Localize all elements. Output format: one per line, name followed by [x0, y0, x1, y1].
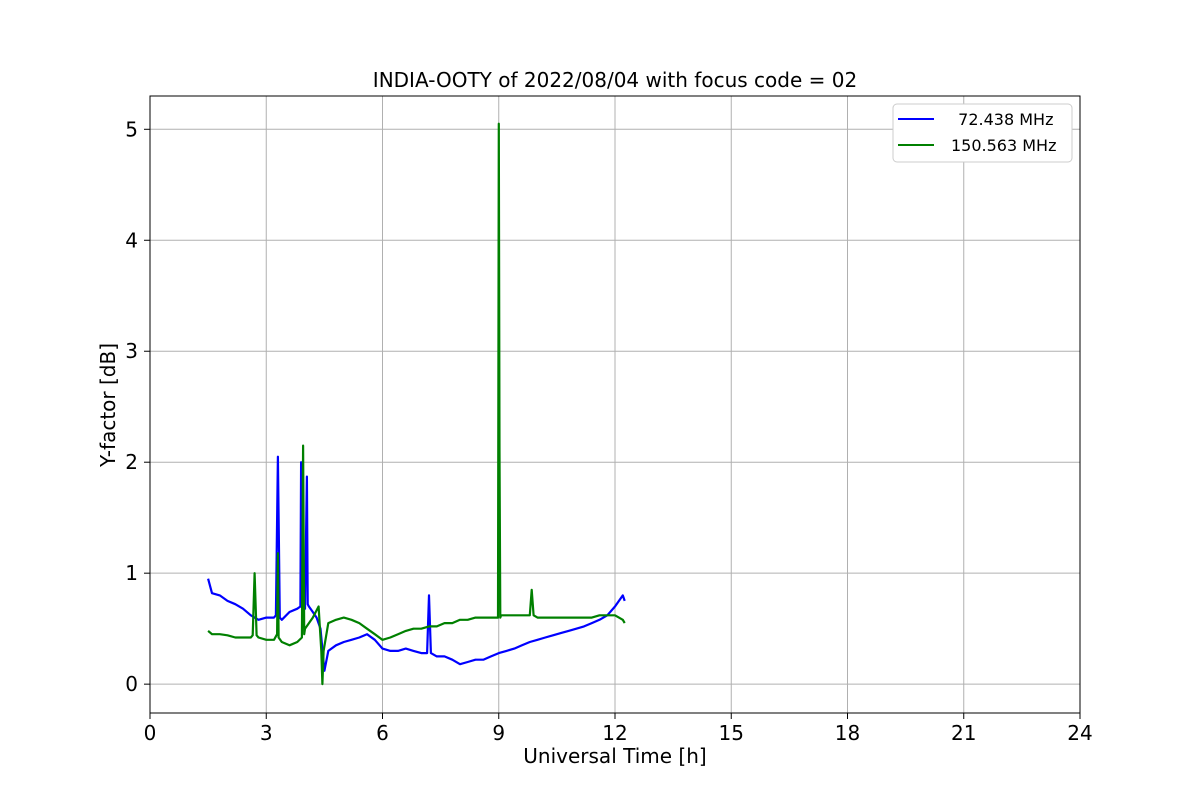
- x-tick-label: 0: [144, 721, 157, 745]
- y-axis-title: Y-factor [dB]: [96, 343, 120, 468]
- legend-box: [892, 103, 1073, 163]
- x-tick-label: 15: [719, 721, 744, 745]
- x-tick-label: 3: [260, 721, 273, 745]
- y-tick-label: 2: [125, 450, 138, 474]
- legend-label-72mhz: 72.438 MHz: [948, 110, 1053, 129]
- y-tick-label: 5: [125, 117, 138, 141]
- chart-title: INDIA-OOTY of 2022/08/04 with focus code…: [373, 68, 857, 92]
- x-tick-label: 18: [835, 721, 860, 745]
- x-tick-label: 12: [602, 721, 627, 745]
- y-tick-label: 3: [125, 339, 138, 363]
- x-tick-label: 24: [1067, 721, 1092, 745]
- y-tick-label: 4: [125, 228, 138, 252]
- y-tick-label: 1: [125, 561, 138, 585]
- legend-label-150mhz: 150.563 MHz: [951, 136, 1056, 155]
- x-tick-label: 9: [492, 721, 505, 745]
- series-layer: [207, 122, 626, 686]
- series-line-150mhz: [207, 122, 626, 686]
- x-axis-title: Universal Time [h]: [523, 744, 706, 768]
- series-line-72mhz: [207, 455, 626, 672]
- x-tick-label: 6: [376, 721, 389, 745]
- y-tick-label: 0: [125, 672, 138, 696]
- x-tick-label: 21: [951, 721, 976, 745]
- legend: 72.438 MHz 150.563 MHz: [892, 103, 1073, 163]
